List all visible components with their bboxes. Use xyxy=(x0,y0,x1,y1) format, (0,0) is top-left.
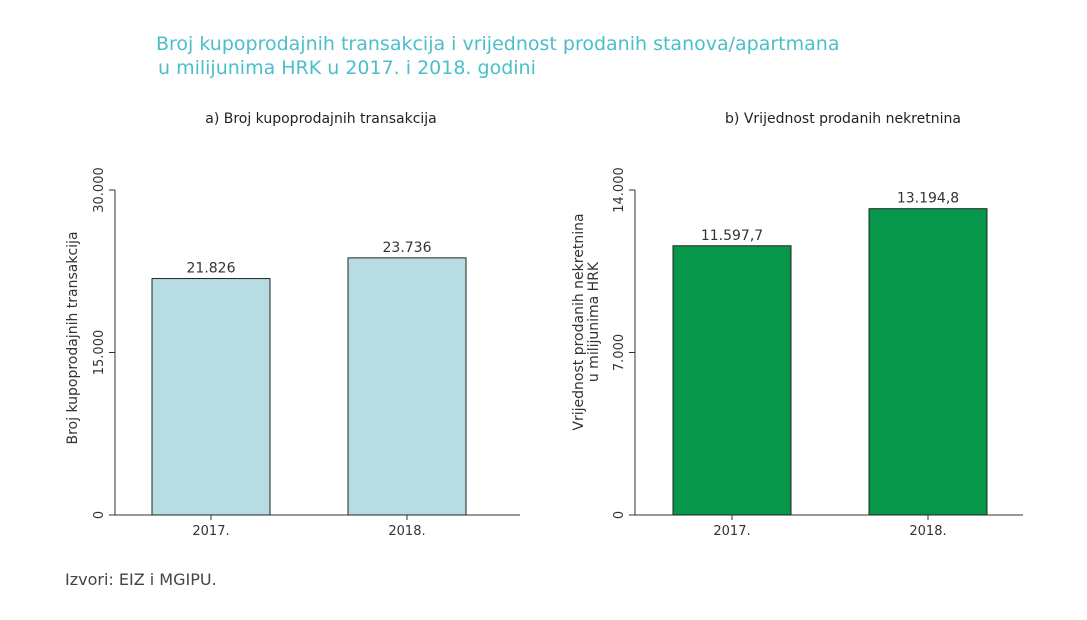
chart-a-x-tick-label: 2017. xyxy=(192,524,229,539)
chart-b-data-label: 13.194,8 xyxy=(897,191,959,207)
chart-b-x-tick-label: 2017. xyxy=(713,524,750,539)
chart-a-bar xyxy=(347,257,467,516)
chart-a-data-label: 23.736 xyxy=(383,240,432,256)
chart-a-y-axis-label: Broj kupoprodajnih transakcija xyxy=(65,231,81,444)
chart-a-bar xyxy=(151,278,271,516)
chart-a-y-tick-label: 0 xyxy=(92,511,107,519)
page-title: Broj kupoprodajnih transakcija i vrijedn… xyxy=(156,32,839,80)
chart-a-y-tick-label: 30.000 xyxy=(92,167,107,213)
chart-b-y-tick-label: 14.000 xyxy=(612,167,627,213)
chart-a-data-label: 21.826 xyxy=(187,261,236,277)
chart-b-bar xyxy=(868,208,988,516)
chart-b-data-label: 11.597,7 xyxy=(701,228,763,244)
page-title-line-1: Broj kupoprodajnih transakcija i vrijedn… xyxy=(156,33,840,55)
chart-b-y-tick-label: 7.000 xyxy=(612,334,627,371)
source-note: Izvori: EIZ i MGIPU. xyxy=(65,570,217,589)
chart-b-y-axis-label-line: u milijunima HRK xyxy=(586,261,602,382)
chart-a-x-tick-label: 2018. xyxy=(388,524,425,539)
chart-b-y-axis-label-line: Vrijednost prodanih nekretnina xyxy=(571,213,587,430)
chart-b-y-tick-label: 0 xyxy=(612,511,627,519)
chart-a-y-tick-label: 15.000 xyxy=(92,330,107,376)
page-title-line-2: u milijunima HRK u 2017. i 2018. godini xyxy=(158,57,536,79)
chart-b-x-tick-label: 2018. xyxy=(909,524,946,539)
chart-b-title: b) Vrijednost prodanih nekretnina xyxy=(725,111,961,127)
chart-a-title: a) Broj kupoprodajnih transakcija xyxy=(205,111,437,127)
chart-b-bar xyxy=(672,245,792,516)
